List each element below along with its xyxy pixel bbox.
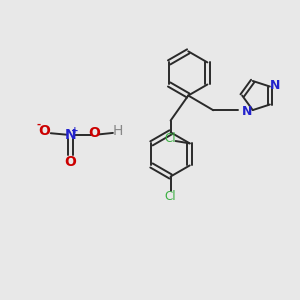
Text: N: N (242, 105, 253, 118)
Text: N: N (65, 128, 76, 142)
Text: -: - (36, 120, 40, 130)
Text: O: O (64, 155, 76, 169)
Text: O: O (38, 124, 50, 138)
Text: +: + (71, 126, 79, 135)
Text: Cl: Cl (165, 190, 176, 203)
Text: Cl: Cl (164, 132, 176, 145)
Text: H: H (112, 124, 122, 138)
Text: O: O (89, 126, 100, 140)
Text: N: N (270, 79, 280, 92)
